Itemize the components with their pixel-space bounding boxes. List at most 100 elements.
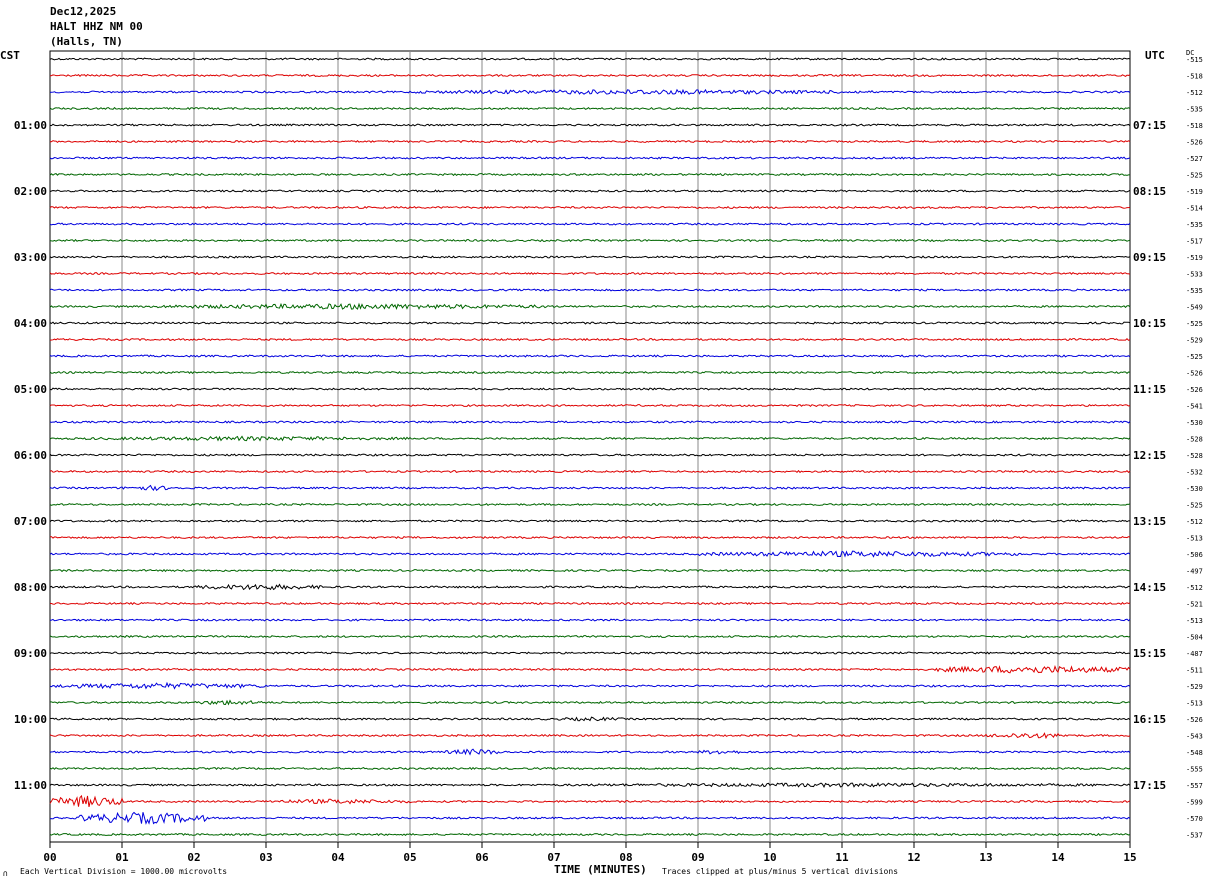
dc-offset-label: -535 [1186, 287, 1203, 295]
x-tick-label: 01 [115, 851, 129, 864]
x-tick-label: 09 [691, 851, 704, 864]
dc-offset-label: -519 [1186, 188, 1203, 196]
seismic-traces [49, 57, 1131, 837]
corner-mark: ∩ [3, 869, 8, 878]
dc-offset-label: -525 [1186, 172, 1203, 180]
trace-line [49, 484, 1131, 491]
trace-line [49, 502, 1131, 507]
trace-line [49, 583, 1131, 591]
dc-offset-label: -513 [1186, 535, 1203, 543]
dc-offset-label: -526 [1186, 386, 1203, 394]
trace-line [49, 601, 1131, 606]
trace-line [49, 403, 1131, 408]
trace-line [49, 535, 1131, 540]
x-tick-label: 08 [619, 851, 632, 864]
trace-line [49, 832, 1131, 837]
left-timezone-label: CST [0, 49, 20, 62]
dc-offset-label: -514 [1186, 205, 1203, 213]
x-tick-label: 14 [1051, 851, 1065, 864]
dc-offset-label: -512 [1186, 518, 1203, 526]
dc-offset-label: -518 [1186, 73, 1203, 81]
dc-offset-label: -533 [1186, 271, 1203, 279]
cst-hour-label: 11:00 [14, 779, 47, 792]
x-tick-label: 03 [259, 851, 272, 864]
trace-line [49, 550, 1131, 558]
dc-offset-label: -548 [1186, 749, 1203, 757]
cst-hour-labels: 01:00 02:00 03:00 04:00 05:00 06:00 07:00 08:00… [14, 119, 47, 792]
dc-offset-label: -512 [1186, 89, 1203, 97]
utc-hour-label: 10:15 [1133, 317, 1166, 330]
utc-hour-label: 12:15 [1133, 449, 1166, 462]
clip-note: Traces clipped at plus/minus 5 vertical … [662, 867, 899, 876]
dc-column-header: DC [1186, 49, 1195, 57]
cst-hour-label: 08:00 [14, 581, 47, 594]
utc-hour-label: 08:15 [1133, 185, 1166, 198]
trace-line [49, 519, 1131, 523]
x-tick-label: 00 [43, 851, 56, 864]
dc-offset-label: -487 [1186, 650, 1203, 658]
location-label: (Halls, TN) [50, 35, 123, 48]
trace-line [49, 420, 1131, 424]
plot-frame [49, 50, 1131, 843]
dc-offset-label: -513 [1186, 700, 1203, 708]
trace-line [49, 435, 1131, 442]
cst-hour-label: 06:00 [14, 449, 47, 462]
utc-hour-label: 11:15 [1133, 383, 1166, 396]
station-label: HALT HHZ NM 00 [50, 20, 143, 33]
dc-offset-label: -526 [1186, 370, 1203, 378]
cst-hour-label: 05:00 [14, 383, 47, 396]
utc-hour-label: 14:15 [1133, 581, 1166, 594]
utc-hour-label: 07:15 [1133, 119, 1166, 132]
dc-offset-label: -521 [1186, 601, 1203, 609]
trace-line [49, 156, 1131, 160]
dc-offset-label: -506 [1186, 551, 1203, 559]
dc-offset-label: -525 [1186, 320, 1203, 328]
x-tick-label: 02 [187, 851, 200, 864]
trace-line [49, 255, 1131, 259]
utc-hour-label: 15:15 [1133, 647, 1166, 660]
x-tick-label: 06 [475, 851, 489, 864]
trace-line [49, 238, 1131, 243]
trace-line [49, 172, 1131, 177]
trace-line [49, 716, 1131, 722]
trace-line [49, 681, 1131, 690]
trace-line [49, 73, 1131, 78]
dc-offset-label: -543 [1186, 733, 1203, 741]
utc-hour-label: 13:15 [1133, 515, 1166, 528]
dc-offset-label: -570 [1186, 815, 1203, 823]
trace-line [49, 271, 1131, 276]
utc-hour-label: 16:15 [1133, 713, 1166, 726]
trace-line [49, 794, 1131, 807]
cst-hour-label: 02:00 [14, 185, 47, 198]
dc-offset-label: -513 [1186, 617, 1203, 625]
trace-line [49, 189, 1131, 193]
cst-hour-label: 04:00 [14, 317, 47, 330]
dc-offset-label: -537 [1186, 832, 1203, 840]
utc-hour-label: 17:15 [1133, 779, 1166, 792]
dc-offset-label: -530 [1186, 419, 1203, 427]
dc-offset-label: -518 [1186, 122, 1203, 130]
trace-line [49, 568, 1131, 573]
dc-offset-label: -599 [1186, 799, 1203, 807]
cst-hour-label: 03:00 [14, 251, 47, 264]
trace-line [49, 370, 1131, 375]
x-axis-title: TIME (MINUTES) [554, 863, 647, 876]
trace-line [49, 664, 1131, 674]
dc-offset-label: -512 [1186, 584, 1203, 592]
cst-hour-label: 01:00 [14, 119, 47, 132]
trace-line [49, 766, 1131, 771]
trace-line [49, 288, 1131, 292]
trace-line [49, 123, 1131, 127]
dc-offset-label: -525 [1186, 353, 1203, 361]
dc-offset-label: -497 [1186, 568, 1203, 576]
dc-offset-label: -528 [1186, 452, 1203, 460]
scale-note: Each Vertical Division = 1000.00 microvo… [20, 867, 228, 876]
trace-line [49, 748, 1131, 756]
trace-line [49, 88, 1131, 95]
dc-offset-label: -517 [1186, 238, 1203, 246]
dc-offset-label: -555 [1186, 766, 1203, 774]
dc-offset-label: -504 [1186, 634, 1203, 642]
x-tick-label: 07 [547, 851, 560, 864]
x-tick-label: 15 [1123, 851, 1136, 864]
x-tick-label: 10 [763, 851, 776, 864]
